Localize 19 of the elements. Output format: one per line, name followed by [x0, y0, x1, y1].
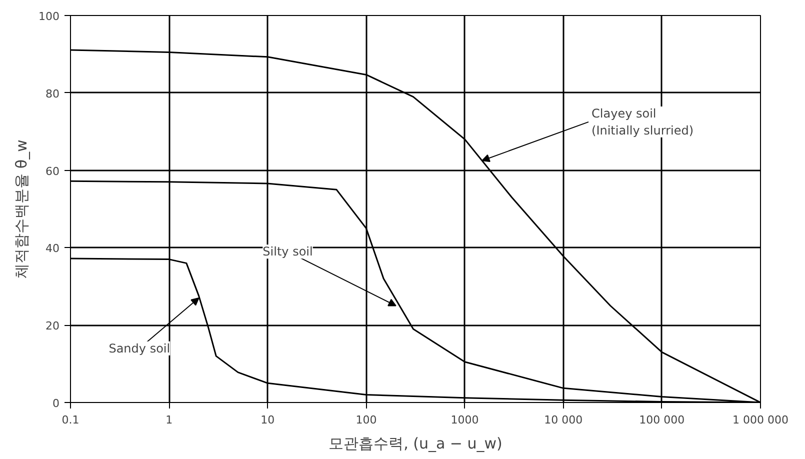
- x-tick-label: 0.1: [62, 414, 80, 426]
- annotation: Sandy soil: [108, 341, 170, 356]
- x-tick-label: 10 000: [544, 414, 583, 426]
- x-tick-label: 1000: [450, 414, 479, 426]
- x-tick-label: 10: [260, 414, 275, 426]
- annotation: Clayey soil (Initially slurried): [592, 106, 694, 138]
- y-tick-label: 80: [46, 87, 60, 100]
- y-tick-label: 60: [46, 164, 60, 178]
- x-axis-title: 모관흡수력, (u_a − u_w): [328, 434, 502, 452]
- y-tick-label: 20: [46, 320, 60, 333]
- x-tick-label: 100 000: [639, 414, 685, 426]
- y-tick-label: 0: [52, 397, 60, 410]
- y-axis-title: 체적함수백분율 θ_w: [12, 140, 31, 278]
- annotation: Silty soil: [262, 244, 313, 259]
- y-tick-label: 40: [46, 242, 60, 256]
- x-tick-label: 100: [356, 414, 377, 426]
- x-tick-label: 1: [166, 414, 173, 426]
- y-tick-label: 100: [38, 10, 60, 23]
- x-tick-label: 1 000 000: [732, 414, 788, 426]
